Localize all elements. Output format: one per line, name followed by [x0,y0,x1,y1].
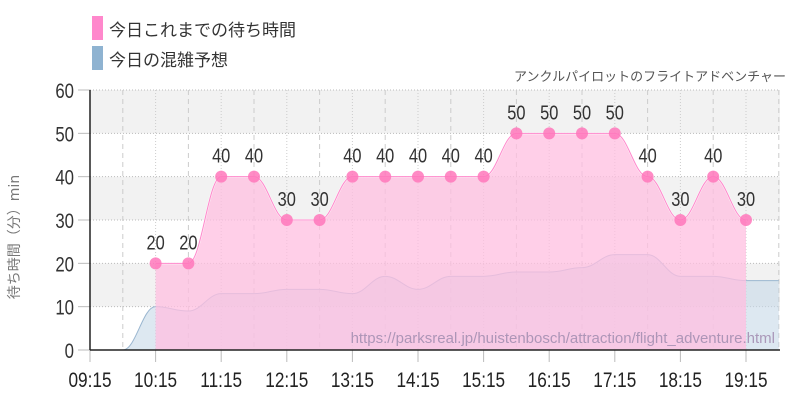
data-label: 30 [737,187,755,210]
actual-fill [155,133,747,350]
legend: 今日これまでの待ち時間 今日の混雑予想 [92,13,296,73]
data-point [379,170,392,183]
x-tick-label: 09:15 [68,370,111,393]
data-label: 40 [474,144,492,167]
data-point [740,214,752,226]
legend-swatch-pink [92,16,103,40]
data-label: 40 [638,144,656,167]
axes: 0 10 20 30 40 50 60 09:15 10:15 11:15 12:15 13:15 14… [55,80,780,392]
data-labels: 20 20 40 40 30 30 40 40 40 40 40 50 50 50 50 40 30 40 30 [146,101,755,254]
actual-area [155,132,747,350]
y-tick-label: 30 [55,210,74,233]
y-tick-label: 50 [55,124,74,147]
data-point [543,127,556,140]
data-point [477,170,490,183]
data-label: 30 [671,187,689,210]
data-label: 30 [310,187,328,210]
grid-lines [89,89,780,351]
forecast-line [90,254,779,351]
data-point [510,127,523,140]
data-point [182,257,195,270]
data-label: 40 [376,144,394,167]
legend-swatch-blue [92,46,103,70]
data-point [248,170,260,183]
y-axis-label-container: 待ち時間（分）min [2,175,26,299]
grid-band [90,263,780,307]
legend-item-forecast[interactable]: 今日の混雑予想 [92,43,296,73]
x-tick-label: 15:15 [462,370,505,393]
data-label: 40 [442,144,460,167]
forecast-area [90,254,779,351]
data-point [707,170,720,183]
grid-band [90,176,780,220]
data-label: 30 [278,187,296,210]
x-tick-label: 17:15 [593,370,636,393]
chart-subtitle: アンクルパイロットのフライトアドベンチャー [514,70,786,85]
y-tick-label: 20 [55,254,74,277]
data-label: 40 [245,144,263,167]
data-point [674,214,687,226]
data-point [412,170,424,183]
data-label: 50 [573,101,591,124]
x-tick-label: 13:15 [331,370,374,393]
data-point [346,170,359,183]
legend-label-actual-wait: 今日これまでの待ち時間 [109,20,296,41]
data-point [576,127,588,140]
data-point [215,170,228,183]
data-point [444,170,457,183]
y-axis-label: 待ち時間（分）min [7,174,23,300]
x-tick-label: 10:15 [134,370,177,393]
x-tick-label: 14:15 [396,370,439,393]
actual-line-halo [155,132,747,265]
watermark-url: https://parksreal.jp/huistenbosch/attrac… [351,330,775,347]
y-tick-label: 60 [55,80,74,103]
grid-bands [90,90,780,307]
grid-band [90,90,780,134]
data-point [641,170,654,183]
x-tick-label: 12:15 [265,370,308,393]
data-point [149,257,162,270]
data-label: 50 [606,101,624,124]
forecast-fill [90,254,779,350]
watermark-layer: https://parksreal.jp/huistenbosch/attrac… [351,330,775,347]
data-point [280,214,293,226]
x-tick-label: 16:15 [528,370,571,393]
x-tick-label: 19:15 [724,370,767,393]
y-tick-label: 10 [55,297,74,320]
data-label: 40 [212,144,230,167]
actual-line [155,132,747,264]
legend-label-forecast: 今日の混雑予想 [109,50,228,71]
legend-item-actual-wait[interactable]: 今日これまでの待ち時間 [92,13,296,43]
data-label: 20 [179,231,197,254]
data-label: 40 [409,144,427,167]
data-label: 50 [540,101,558,124]
data-label: 50 [507,101,525,124]
data-label: 20 [146,231,164,254]
x-tick-label: 18:15 [659,370,702,393]
y-tick-label: 40 [55,167,74,190]
data-label: 40 [704,144,722,167]
data-points [149,127,752,270]
x-tick-label: 11:15 [200,370,242,393]
y-tick-label: 0 [65,340,74,363]
data-point [608,127,621,140]
data-label: 40 [343,144,361,167]
data-point [313,214,326,226]
